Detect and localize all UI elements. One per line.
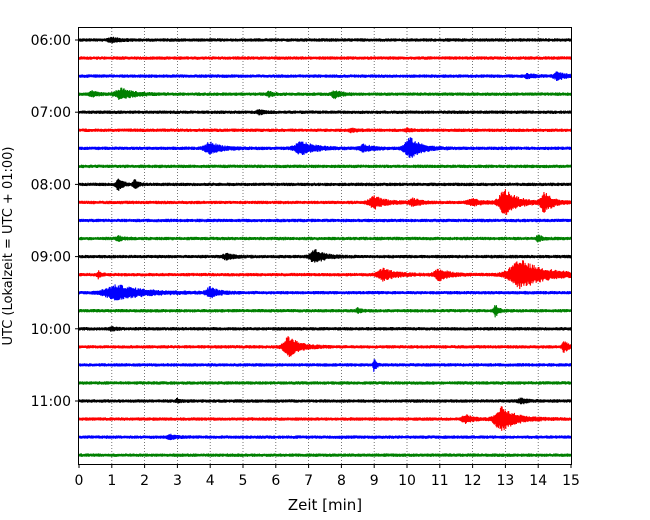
trace-0700 <box>78 109 572 116</box>
trace-layer <box>78 36 572 457</box>
trace-1115 <box>78 406 572 431</box>
trace-0715 <box>78 127 572 134</box>
trace-0915 <box>78 260 572 289</box>
x-tick-label: 1 <box>107 473 116 489</box>
y-tick-label: 07:00 <box>31 105 71 121</box>
y-tick-label: 10:00 <box>31 322 71 338</box>
trace-1015 <box>78 336 572 358</box>
trace-0945 <box>78 305 572 318</box>
y-axis-label: UTC (Lokalzeit = UTC + 01:00) <box>1 147 16 346</box>
x-tick-label: 0 <box>75 473 84 489</box>
trace-1000 <box>78 326 572 332</box>
x-axis-label: Zeit [min] <box>288 496 362 514</box>
trace-1030 <box>78 359 572 372</box>
y-tick-label: 06:00 <box>31 33 71 49</box>
trace-0830 <box>78 218 572 223</box>
trace-0815 <box>78 189 572 215</box>
trace-0600 <box>78 36 572 44</box>
y-tick-label: 09:00 <box>31 250 71 266</box>
trace-0900 <box>78 249 572 263</box>
x-tick-label: 8 <box>337 473 346 489</box>
trace-0800 <box>78 178 572 191</box>
trace-1100 <box>78 397 572 405</box>
x-tick-label: 12 <box>464 473 482 489</box>
trace-1130 <box>78 433 572 441</box>
x-tick-label: 13 <box>496 473 514 489</box>
trace-1145 <box>78 453 572 457</box>
trace-0630 <box>78 71 572 82</box>
plot-frame <box>78 27 572 465</box>
x-tick-label: 4 <box>206 473 215 489</box>
trace-0845 <box>78 234 572 243</box>
x-tick-label: 10 <box>398 473 416 489</box>
y-tick-label: 11:00 <box>31 394 71 410</box>
vertical-grid <box>111 28 539 464</box>
x-tick-label: 9 <box>370 473 379 489</box>
x-tick-label: 7 <box>304 473 313 489</box>
trace-1045 <box>78 381 572 385</box>
x-tick-label: 6 <box>271 473 280 489</box>
trace-0730 <box>78 137 572 159</box>
x-tick-label: 11 <box>431 473 449 489</box>
y-axis: 06:00 07:00 08:00 09:00 10:00 11:00 <box>31 33 79 410</box>
trace-0615 <box>78 56 572 60</box>
x-axis: 0 1 2 3 4 5 6 7 8 9 10 11 12 13 14 15 <box>75 464 580 489</box>
x-tick-label: 2 <box>140 473 149 489</box>
x-tick-label: 3 <box>173 473 182 489</box>
x-tick-label: 14 <box>529 473 547 489</box>
x-tick-label: 5 <box>239 473 248 489</box>
trace-0645 <box>78 87 572 100</box>
x-tick-label: 15 <box>562 473 580 489</box>
trace-0930 <box>78 284 572 301</box>
trace-0745 <box>78 164 572 169</box>
y-tick-label: 08:00 <box>31 177 71 193</box>
